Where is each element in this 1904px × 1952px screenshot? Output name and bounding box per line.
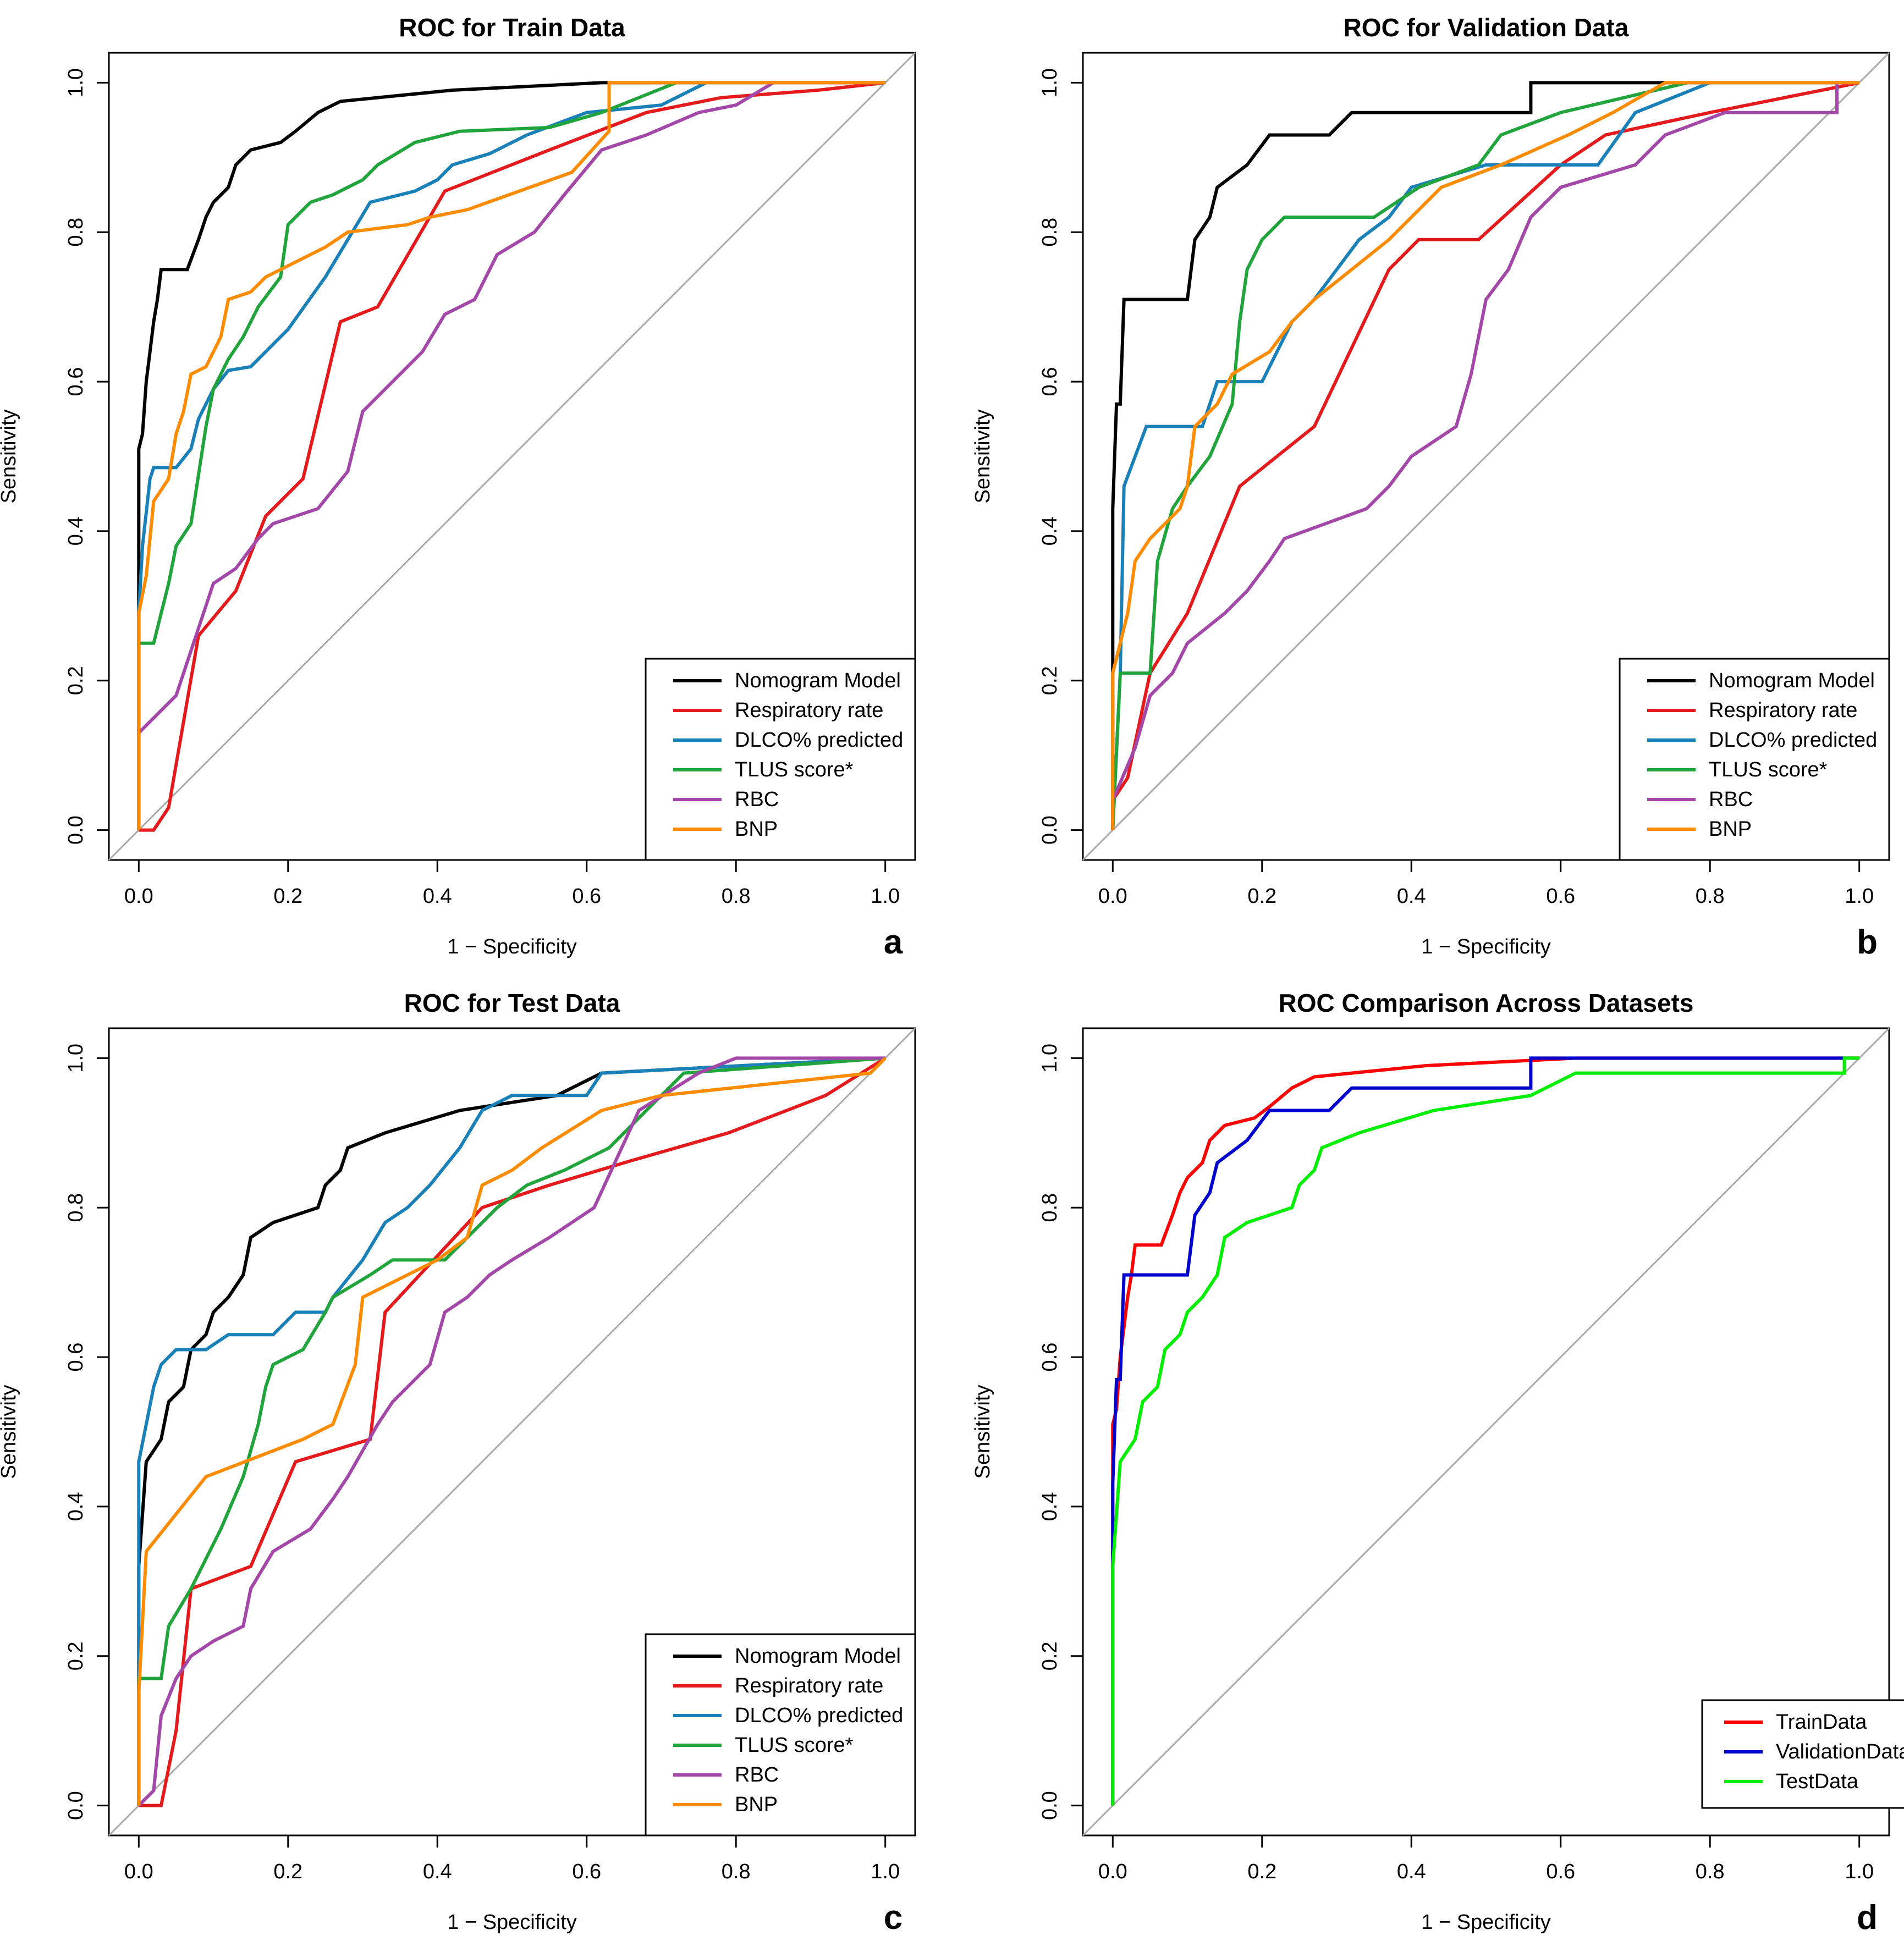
x-tick-label: 0.2 (273, 885, 302, 908)
y-tick-label: 0.2 (64, 666, 87, 695)
chart-title: ROC for Train Data (399, 13, 625, 42)
x-axis-label: 1 − Specificity (447, 935, 577, 958)
panel-letter: d (1857, 1899, 1878, 1937)
panel-b: ROC for Validation Data 0.0 0.2 0.4 0.6 0.8 1.… (971, 13, 1889, 961)
legend-label: Respiratory rate (735, 699, 883, 722)
x-tick-label: 1.0 (1845, 885, 1874, 908)
y-tick-label: 1.0 (1038, 68, 1061, 97)
legend: TrainData ValidationData TestData (1702, 1700, 1904, 1808)
y-tick-label: 0.4 (64, 517, 87, 546)
panel-letter: a (884, 923, 903, 961)
legend-label: Respiratory rate (1709, 699, 1857, 722)
y-tick-label: 0.4 (1038, 517, 1061, 546)
legend-label: TLUS score* (735, 758, 854, 781)
panel-letter: b (1857, 923, 1878, 961)
x-tick-label: 0.6 (572, 1860, 601, 1883)
legend-label: BNP (735, 818, 778, 841)
x-tick-label: 0.8 (722, 885, 751, 908)
y-tick-label: 0.0 (64, 1791, 87, 1820)
y-axis-label: Sensitivity (0, 1385, 20, 1479)
legend-label: RBC (1709, 788, 1753, 811)
y-tick-label: 1.0 (64, 1044, 87, 1073)
x-tick-label: 0.4 (423, 885, 452, 908)
y-axis-label: Sensitivity (971, 1385, 994, 1479)
chart-title: ROC Comparison Across Datasets (1279, 989, 1694, 1017)
y-tick-label: 0.4 (64, 1492, 87, 1521)
x-tick-label: 0.4 (1397, 885, 1426, 908)
x-tick-label: 0.8 (1696, 885, 1725, 908)
legend-label: TrainData (1776, 1711, 1867, 1734)
y-tick-label: 0.4 (1038, 1492, 1061, 1521)
x-tick-label: 1.0 (871, 885, 900, 908)
legend-label: DLCO% predicted (735, 1704, 903, 1727)
y-tick-label: 0.6 (1038, 1343, 1061, 1372)
y-tick-label: 0.6 (1038, 367, 1061, 396)
x-tick-label: 1.0 (871, 1860, 900, 1883)
x-tick-label: 0.0 (124, 1860, 153, 1883)
legend-label: Nomogram Model (735, 669, 901, 692)
y-tick-label: 1.0 (64, 68, 87, 97)
y-axis-label: Sensitivity (971, 409, 994, 503)
legend-label: DLCO% predicted (735, 729, 903, 752)
legend-label: Nomogram Model (1709, 669, 1875, 692)
legend-label: TLUS score* (735, 1734, 854, 1757)
panel-a: ROC for Train Data 0.0 0.2 0.4 0.6 0.8 1.0 0.0 0… (0, 13, 915, 961)
y-tick-label: 0.8 (1038, 1193, 1061, 1222)
y-tick-label: 0.8 (1038, 218, 1061, 247)
y-tick-label: 0.2 (1038, 1641, 1061, 1670)
x-tick-label: 0.2 (1247, 885, 1276, 908)
y-tick-label: 0.0 (1038, 815, 1061, 845)
legend-label: BNP (735, 1793, 778, 1816)
x-tick-label: 0.4 (423, 1860, 452, 1883)
y-tick-label: 0.0 (1038, 1791, 1061, 1820)
y-tick-label: 0.2 (1038, 666, 1061, 695)
x-tick-label: 0.0 (1098, 1860, 1127, 1883)
y-tick-label: 0.2 (64, 1641, 87, 1670)
y-tick-label: 0.6 (64, 367, 87, 396)
x-tick-label: 0.8 (1696, 1860, 1725, 1883)
chart-title: ROC for Test Data (404, 989, 620, 1017)
panel-letter: c (884, 1899, 903, 1937)
x-axis-label: 1 − Specificity (1421, 1911, 1551, 1934)
y-tick-label: 0.6 (64, 1343, 87, 1372)
x-tick-label: 0.0 (124, 885, 153, 908)
legend: Nomogram Model Respiratory rate DLCO% pred… (1620, 659, 1889, 860)
legend: Nomogram Model Respiratory rate DLCO% pred… (646, 1634, 915, 1835)
legend-label: TLUS score* (1709, 758, 1828, 781)
x-tick-label: 0.4 (1397, 1860, 1426, 1883)
y-tick-label: 0.8 (64, 1193, 87, 1222)
x-tick-label: 0.6 (572, 885, 601, 908)
x-tick-label: 0.0 (1098, 885, 1127, 908)
x-axis-label: 1 − Specificity (1421, 935, 1551, 958)
y-tick-label: 1.0 (1038, 1044, 1061, 1073)
legend: Nomogram Model Respiratory rate DLCO% pred… (646, 659, 915, 860)
y-axis-label: Sensitivity (0, 409, 20, 503)
x-tick-label: 0.2 (1247, 1860, 1276, 1883)
y-tick-label: 0.8 (64, 218, 87, 247)
legend-label: RBC (735, 788, 779, 811)
legend-label: Nomogram Model (735, 1645, 901, 1668)
legend-label: Respiratory rate (735, 1674, 883, 1697)
panel-d: ROC Comparison Across Datasets 0.0 0.2 0.4 0… (971, 989, 1904, 1937)
roc-figure: ROC for Train Data 0.0 0.2 0.4 0.6 0.8 1.0 0.0 0… (0, 0, 1904, 1952)
chart-title: ROC for Validation Data (1344, 13, 1629, 42)
x-axis-label: 1 − Specificity (447, 1911, 577, 1934)
y-tick-label: 0.0 (64, 815, 87, 845)
legend-label: ValidationData (1776, 1740, 1904, 1763)
x-tick-label: 1.0 (1845, 1860, 1874, 1883)
legend-label: DLCO% predicted (1709, 729, 1877, 752)
x-tick-label: 0.6 (1546, 885, 1575, 908)
legend-label: BNP (1709, 818, 1752, 841)
x-tick-label: 0.6 (1546, 1860, 1575, 1883)
legend-label: TestData (1776, 1770, 1859, 1793)
x-tick-label: 0.8 (722, 1860, 751, 1883)
panel-c: ROC for Test Data 0.0 0.2 0.4 0.6 0.8 1.0 0.0 0.… (0, 989, 915, 1937)
x-tick-label: 0.2 (273, 1860, 302, 1883)
legend-label: RBC (735, 1763, 779, 1786)
